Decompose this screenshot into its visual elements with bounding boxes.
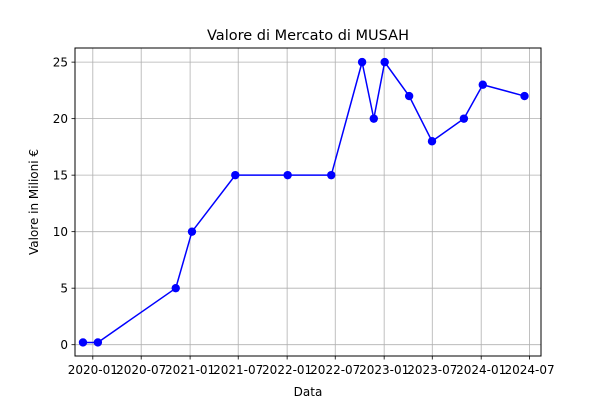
y-tick-label: 10	[53, 225, 68, 239]
data-point	[380, 57, 389, 67]
x-tick-label: 2023-01	[359, 363, 409, 377]
x-tick-label: 2021-07	[213, 363, 263, 377]
data-point	[459, 114, 469, 123]
y-tick-label: 15	[53, 169, 68, 183]
data-point	[171, 283, 180, 293]
data-point	[231, 170, 240, 180]
data-point	[283, 170, 292, 180]
x-tick-label: 2022-07	[310, 363, 360, 377]
x-tick-label: 2021-01	[165, 363, 215, 377]
data-point	[93, 338, 103, 347]
y-tick-label: 25	[53, 56, 68, 70]
data-point	[327, 170, 336, 180]
x-tick-label: 2024-01	[456, 363, 506, 377]
y-tick-label: 0	[60, 338, 68, 352]
x-tick-label: 2023-07	[407, 363, 457, 377]
x-tick-label: 2020-07	[116, 363, 166, 377]
data-point	[187, 227, 197, 236]
data-point	[369, 114, 378, 123]
y-tick-label: 20	[53, 112, 68, 126]
data-point	[478, 80, 487, 89]
data-point	[404, 91, 414, 101]
x-axis-label: Data	[294, 385, 323, 399]
x-axis: 2020-012020-072021-012021-072022-012022-…	[68, 356, 555, 377]
data-point	[520, 91, 529, 101]
x-tick-label: 2020-01	[68, 363, 118, 377]
data-point	[78, 338, 88, 347]
y-axis: 0 5 10 15 20 25	[53, 56, 75, 352]
plot-frame	[74, 47, 542, 357]
x-tick-label: 2022-01	[262, 363, 312, 377]
y-tick-label: 5	[60, 282, 68, 296]
data-point	[357, 57, 367, 67]
chart-title: Valore di Mercato di MUSAH	[207, 28, 409, 44]
series	[78, 57, 529, 347]
x-tick-label: 2024-07	[504, 363, 554, 377]
y-axis-label: Valore in Milioni €	[27, 149, 41, 255]
series-line	[82, 60, 525, 344]
data-point	[427, 137, 437, 146]
